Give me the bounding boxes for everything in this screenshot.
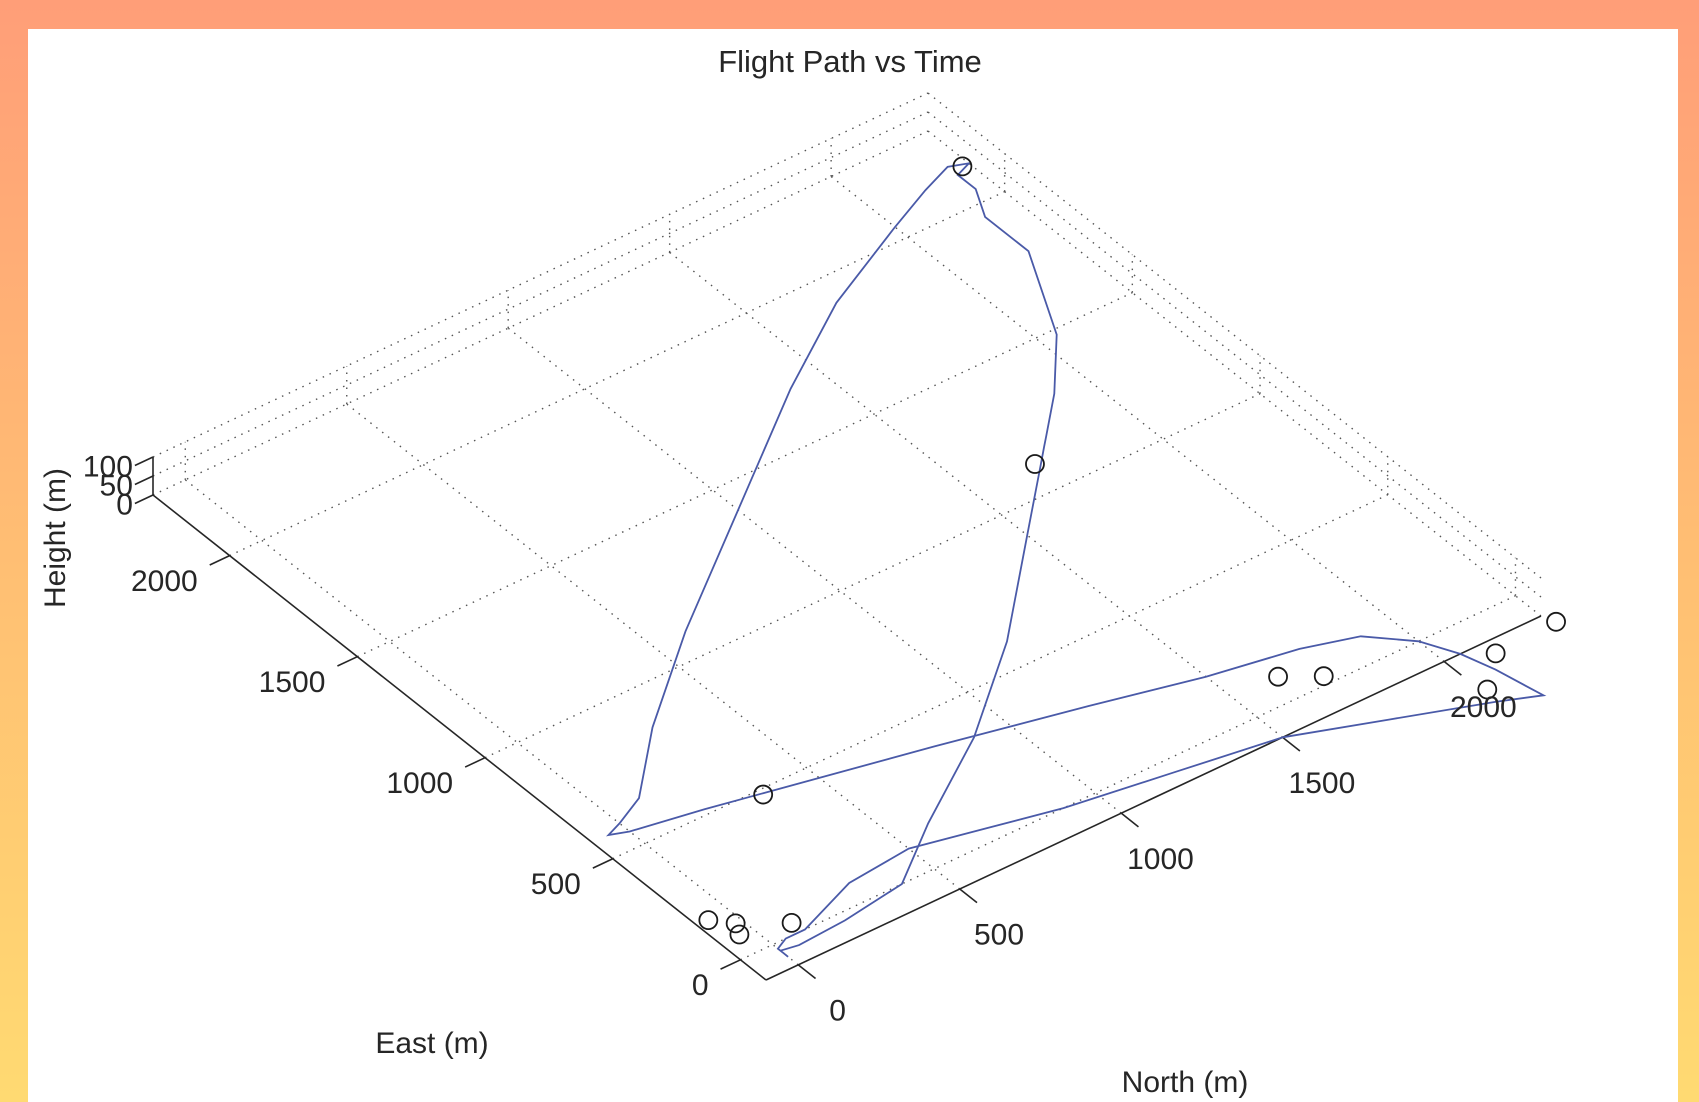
floor-gridline-north (184, 479, 799, 966)
y-tick-label: 1500 (259, 666, 326, 699)
sidewall-gridline-height (927, 130, 1542, 617)
grid-lines (152, 92, 1542, 966)
waypoint-marker (1025, 454, 1045, 474)
x-axis-title: North (m) (1122, 1066, 1249, 1099)
y-tick-label: 1000 (386, 767, 453, 800)
x-tick-label: 500 (974, 919, 1024, 952)
y-axis-line (152, 494, 767, 981)
x-axis-line (765, 615, 1542, 981)
z-tick-label: 100 (83, 451, 133, 484)
waypoint-marker (698, 910, 719, 931)
waypoint-marker (753, 784, 774, 805)
x-tick-label: 1000 (1127, 843, 1194, 876)
floor-gridline-north (830, 175, 1445, 663)
floor-gridline-north (346, 403, 961, 890)
axes (134, 456, 1542, 981)
y-tick-mark (209, 554, 230, 566)
floor-gridline-east (484, 393, 1261, 759)
waypoint-marker (1485, 643, 1506, 664)
x-tick-mark (959, 888, 978, 904)
y-tick-mark (592, 858, 614, 869)
z-tick-mark (134, 494, 154, 505)
x-tick-mark (1443, 660, 1462, 676)
waypoint-marker (1268, 666, 1288, 687)
series-layer (606, 156, 1566, 958)
backwall-gridline-height (152, 130, 929, 496)
y-tick-label: 2000 (131, 565, 198, 598)
y-tick-label: 0 (692, 969, 709, 1002)
floor-gridline-east (229, 190, 1005, 557)
waypoint-marker (725, 913, 746, 934)
x-tick-label: 1500 (1289, 767, 1356, 800)
backwall-gridline-height (152, 92, 929, 458)
y-tick-mark (464, 756, 486, 768)
z-tick-label: 50 (100, 470, 133, 503)
y-axis-title: East (m) (375, 1027, 488, 1060)
floor-gridline-east (740, 595, 1516, 961)
x-tick-mark (1120, 812, 1139, 828)
waypoint-marker (729, 924, 750, 945)
waypoint-marker (781, 912, 802, 933)
sidewall-gridline-height (927, 111, 1542, 598)
waypoint-marker (952, 156, 973, 177)
z-axis-title: Height (m) (39, 468, 72, 608)
flight-path-line (606, 161, 1547, 958)
x-tick-label: 2000 (1450, 691, 1517, 724)
z-tick-mark (134, 456, 154, 467)
chart-title: Flight Path vs Time (718, 44, 982, 79)
backwall-gridline-height (152, 111, 929, 477)
x-tick-mark (1282, 736, 1301, 752)
sidewall-gridline-height (927, 92, 1542, 579)
waypoint-marker (1313, 666, 1334, 687)
x-tick-label: 0 (829, 994, 846, 1027)
waypoint-marker (1546, 611, 1566, 632)
floor-gridline-east (612, 494, 1389, 860)
z-tick-mark (134, 475, 154, 486)
waypoint-marker (1477, 679, 1498, 700)
figure-panel: 0 500 1000 1500 2000 0 500 1000 1500 2000 0 50 100 F… (28, 29, 1678, 1102)
floor-gridline-north (669, 251, 1284, 738)
y-tick-mark (337, 655, 358, 667)
x-tick-mark (797, 964, 817, 980)
floor-gridline-north (507, 327, 1122, 814)
y-tick-mark (720, 959, 741, 970)
floor-gridline-east (357, 292, 1133, 658)
y-tick-label: 500 (531, 868, 581, 901)
z-tick-label: 0 (116, 489, 133, 522)
